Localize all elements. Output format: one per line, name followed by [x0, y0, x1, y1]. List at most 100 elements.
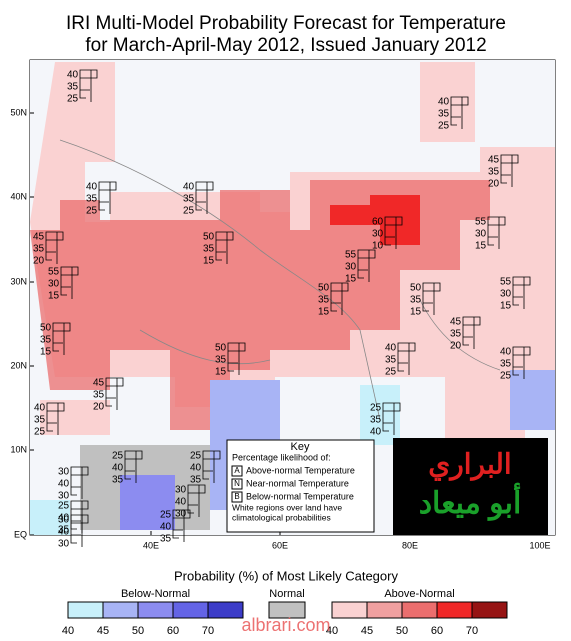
probability-label: 25 — [370, 403, 382, 414]
probability-label: 40 — [175, 497, 187, 508]
key-note: White regions over land have — [232, 502, 342, 512]
probability-label: 30 — [372, 229, 384, 240]
colorbar-tick: 50 — [132, 625, 144, 636]
colorbar-tick: 50 — [396, 625, 408, 636]
key-letter: N — [234, 479, 240, 488]
probability-label: 40 — [190, 463, 202, 474]
probability-label: 15 — [500, 301, 512, 312]
lat-label: 40N — [10, 191, 27, 201]
map — [29, 59, 556, 536]
probability-label: 50 — [215, 343, 227, 354]
probability-label: 35 — [488, 167, 500, 178]
key-text: Below-normal Temperature — [246, 491, 354, 501]
colorbar-tick: 45 — [97, 625, 109, 636]
glyph — [382, 402, 401, 435]
glyph — [46, 402, 65, 435]
probability-label: 30 — [175, 509, 187, 520]
probability-label: 20 — [93, 402, 105, 413]
probability-label: 35 — [93, 390, 105, 401]
key-subtitle: Percentage likelihood of: — [232, 452, 331, 462]
colorbar-swatch — [137, 601, 174, 619]
probability-label: 55 — [500, 277, 512, 288]
probability-label: 30 — [58, 467, 70, 478]
key-box — [231, 478, 243, 490]
lon-label: 100E — [529, 540, 550, 550]
glyph — [172, 509, 191, 542]
colorbar-tick: 70 — [466, 625, 478, 636]
probability-label: 40 — [34, 403, 46, 414]
logo: البراري أبو ميعاد — [393, 438, 548, 535]
colorbar-group-label: Normal — [269, 588, 304, 600]
probability-label: 25 — [58, 501, 70, 512]
probability-label: 25 — [86, 206, 98, 217]
glyph — [79, 69, 98, 102]
lon-label: 80E — [402, 540, 418, 550]
title: for March-April-May 2012, Issued January… — [85, 35, 486, 56]
probability-label: 15 — [475, 241, 487, 252]
colorbar-swatch — [436, 601, 473, 619]
glyph — [215, 231, 234, 264]
glyph — [462, 316, 481, 349]
probability-label: 35 — [33, 244, 45, 255]
glyph — [70, 514, 89, 547]
colorbar-group-label: Below-Normal — [121, 588, 190, 600]
probability-label: 25 — [438, 121, 450, 132]
lat-label: 30N — [10, 276, 27, 286]
colorbar-swatch — [471, 601, 508, 619]
colorbar-swatch — [102, 601, 139, 619]
lon-label: 40E — [143, 540, 159, 550]
glyph — [60, 266, 79, 299]
probability-label: 15 — [48, 291, 60, 302]
colorbar-title: Probability (%) of Most Likely Category — [174, 568, 398, 583]
probability-label: 25 — [190, 451, 202, 462]
probability-label: 25 — [160, 510, 172, 521]
glyph — [512, 276, 531, 309]
probability-label: 35 — [86, 194, 98, 205]
glyph — [202, 450, 221, 483]
probability-label: 35 — [500, 359, 512, 370]
probability-label: 40 — [86, 182, 98, 193]
glyph — [397, 342, 416, 375]
probability-label: 15 — [410, 307, 422, 318]
glyph — [357, 249, 376, 282]
colorbar-tick: 70 — [202, 625, 214, 636]
probability-label: 45 — [450, 317, 462, 328]
lat-label: 10N — [10, 444, 27, 454]
lat-label: EQ — [14, 529, 27, 539]
probability-label: 35 — [40, 335, 52, 346]
key-text: Near-normal Temperature — [246, 478, 349, 488]
probability-label: 40 — [67, 70, 79, 81]
probability-label: 40 — [438, 97, 450, 108]
probability-label: 30 — [58, 491, 70, 502]
probability-label: 30 — [475, 229, 487, 240]
probability-label: 30 — [58, 539, 70, 550]
colorbar-tick: 40 — [62, 625, 74, 636]
probability-label: 35 — [385, 355, 397, 366]
colorbar-swatch — [172, 601, 209, 619]
colorbar-swatch — [67, 601, 104, 619]
probability-label: 35 — [370, 415, 382, 426]
probability-label: 40 — [58, 479, 70, 490]
probability-label: 35 — [318, 295, 330, 306]
glyph — [70, 466, 89, 499]
probability-label: 15 — [215, 367, 227, 378]
glyph — [124, 450, 143, 483]
colorbar-swatch — [331, 601, 368, 619]
probability-label: 15 — [203, 256, 215, 267]
probability-label: 35 — [112, 475, 124, 486]
probability-label: 30 — [175, 485, 187, 496]
probability-label: 35 — [410, 295, 422, 306]
key-note: climatological probabilities — [232, 512, 331, 522]
colorbar-swatch — [401, 601, 438, 619]
probability-label: 35 — [34, 415, 46, 426]
probability-label: 25 — [500, 371, 512, 382]
glyph — [450, 96, 469, 129]
probability-label: 55 — [345, 250, 357, 261]
colorbar-group-label: Above-Normal — [384, 588, 454, 600]
key-letter: A — [234, 466, 240, 475]
probability-label: 40 — [500, 347, 512, 358]
probability-label: 50 — [203, 232, 215, 243]
glyph — [187, 484, 206, 517]
probability-label: 25 — [67, 94, 79, 105]
